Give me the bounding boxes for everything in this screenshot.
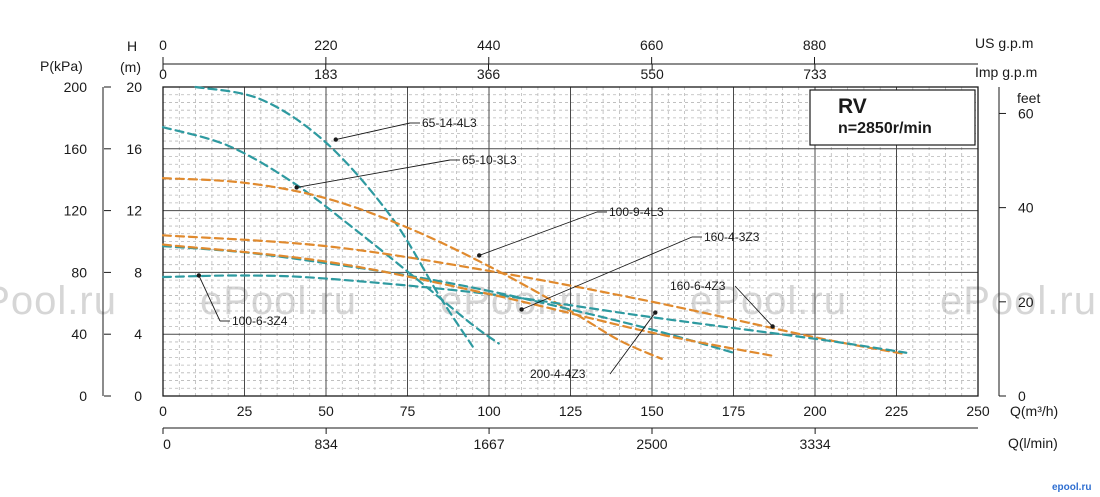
h-tick-label: 4 [134, 326, 142, 342]
imp-gpm-tick-label: 0 [159, 66, 167, 82]
annotation-point [477, 253, 482, 258]
chart-subtitle: n=2850r/min [838, 120, 932, 137]
annotation-point [770, 324, 775, 329]
logo-text: epool.ru [1052, 482, 1091, 493]
h-axis-label-top: H [127, 38, 137, 54]
us-gpm-tick-label: 0 [159, 37, 167, 53]
annotation-point [519, 307, 524, 312]
q-m3h-tick-label: 100 [477, 403, 501, 419]
watermark-text: ePool.ru [940, 279, 1097, 323]
p-tick-label: 0 [79, 388, 87, 404]
q-m3h-label: Q(m³/h) [1010, 403, 1058, 419]
q-lmin-label: Q(l/min) [1008, 435, 1058, 451]
annotation-leader [296, 159, 451, 188]
annotation-leader [734, 285, 773, 327]
annotation-label: 65-10-3L3 [462, 153, 517, 167]
p-tick-label: 80 [71, 264, 87, 280]
us-gpm-label: US g.p.m [975, 35, 1033, 51]
feet-axis-label: feet [1017, 90, 1040, 106]
annotation-point [196, 273, 202, 278]
annotation-label: 100-6-3Z4 [232, 314, 288, 328]
annotation-label: 100-9-4L3 [609, 205, 664, 219]
feet-tick-label: 60 [1018, 105, 1034, 121]
us-gpm-tick-label: 220 [314, 37, 338, 53]
q-m3h-tick-label: 150 [640, 403, 664, 419]
h-axis-label-bottom: (m) [120, 59, 141, 75]
annotation-label: 65-14-4L3 [422, 116, 477, 130]
series-curve-100-9-4L3 [161, 177, 663, 361]
title-box [809, 89, 976, 146]
h-tick-label: 8 [134, 264, 142, 280]
p-tick-label: 40 [71, 326, 87, 342]
watermark-text: ePool.ru [200, 279, 357, 323]
q-lmin-tick-label: 0 [163, 436, 171, 452]
imp-gpm-tick-label: 733 [803, 66, 827, 82]
imp-gpm-tick-label: 366 [477, 66, 501, 82]
q-lmin-tick-label: 2500 [636, 436, 667, 452]
h-tick-label: 20 [126, 79, 142, 95]
q-m3h-tick-label: 75 [400, 403, 416, 419]
plot-frame [162, 86, 979, 397]
q-m3h-tick-label: 200 [803, 403, 827, 419]
imp-gpm-label: Imp g.p.m [975, 64, 1037, 80]
p-axis-label: P(kPa) [40, 58, 83, 74]
feet-tick-label: 40 [1018, 200, 1034, 216]
q-m3h-tick-label: 50 [318, 403, 334, 419]
q-m3h-tick-label: 225 [885, 403, 909, 419]
series-curve-100-6-3Z4 [161, 274, 908, 354]
imp-gpm-tick-label: 550 [640, 66, 664, 82]
series-curve-200-4-4Z3 [161, 243, 774, 357]
h-tick-label: 16 [126, 141, 142, 157]
p-tick-label: 200 [64, 79, 88, 95]
q-m3h-tick-label: 25 [237, 403, 253, 419]
us-gpm-tick-label: 880 [803, 37, 827, 53]
annotation-point [653, 310, 658, 315]
p-tick-label: 120 [64, 203, 88, 219]
watermark-text: ePool.ru [0, 279, 117, 323]
annotation-leader [521, 236, 693, 310]
annotation-leader [609, 312, 656, 375]
us-gpm-tick-label: 440 [477, 37, 501, 53]
annotation-leader [198, 275, 221, 322]
q-lmin-tick-label: 3334 [800, 436, 831, 452]
annotation-leader [335, 122, 411, 140]
series-curve-160-6-4Z3 [161, 234, 908, 356]
series-curve-65-10-3L3 [161, 126, 500, 345]
annotation-point [333, 137, 338, 142]
q-lmin-tick-label: 834 [314, 436, 338, 452]
feet-tick-label: 0 [1018, 388, 1026, 404]
h-tick-label: 12 [126, 203, 142, 219]
annotation-label: 160-4-3Z3 [704, 230, 760, 244]
imp-gpm-tick-label: 183 [314, 66, 338, 82]
q-m3h-tick-label: 175 [722, 403, 746, 419]
chart-title: RV [838, 95, 867, 118]
q-m3h-tick-label: 0 [159, 403, 167, 419]
h-tick-label: 0 [134, 388, 142, 404]
p-tick-label: 160 [64, 141, 88, 157]
q-m3h-tick-label: 125 [559, 403, 583, 419]
q-m3h-tick-label: 250 [966, 403, 990, 419]
us-gpm-tick-label: 660 [640, 37, 664, 53]
annotation-leader [479, 211, 598, 256]
q-lmin-tick-label: 1667 [473, 436, 504, 452]
annotation-point [294, 185, 299, 190]
feet-tick-label: 20 [1018, 294, 1034, 310]
annotation-layer: 65-14-4L3 65-10-3L3 100-9-4L3 160-4-3Z3 160-… [196, 116, 775, 381]
annotation-label: 160-6-4Z3 [670, 279, 726, 293]
annotation-label: 200-4-4Z3 [530, 367, 586, 381]
